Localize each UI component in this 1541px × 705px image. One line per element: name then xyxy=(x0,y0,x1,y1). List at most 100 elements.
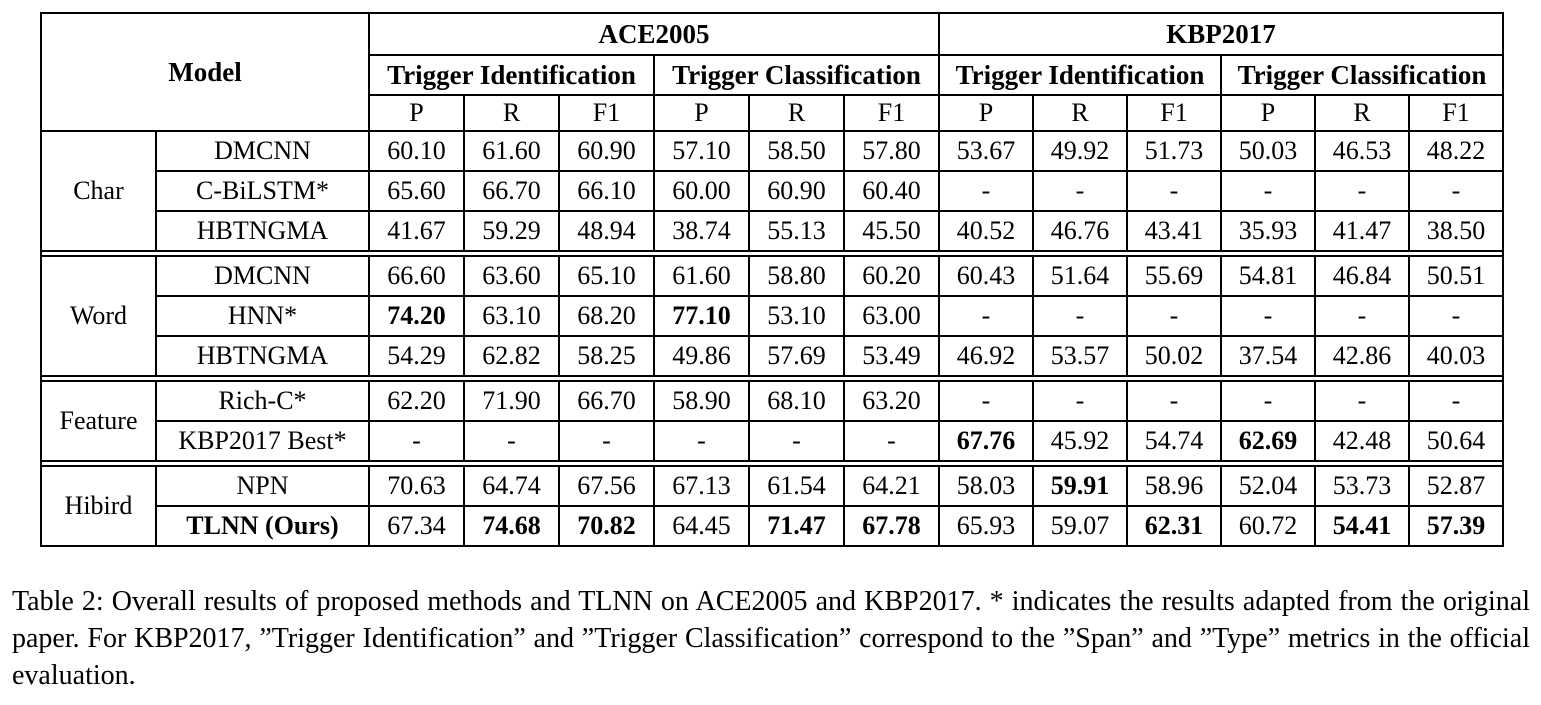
metric-header: R xyxy=(1314,94,1410,132)
metric-cell: 51.64 xyxy=(1032,255,1128,297)
table-row: Word DMCNN 66.60 63.60 65.10 61.60 58.80… xyxy=(40,255,1504,377)
metric-cell: 45.50 xyxy=(843,210,940,252)
table-row: Feature Rich-C* 62.20 71.90 66.70 58.90 … xyxy=(40,380,1504,462)
metric-cell: 52.04 xyxy=(1220,465,1316,507)
metric-cell: 60.72 xyxy=(1220,505,1316,547)
metric-cell: 61.60 xyxy=(463,130,560,172)
group-separator xyxy=(40,375,1504,382)
metric-cell: 48.94 xyxy=(558,210,655,252)
metric-cell: 54.41 xyxy=(1314,505,1410,547)
metric-cell: 64.21 xyxy=(843,465,940,507)
metric-cell: 68.10 xyxy=(748,380,845,422)
model-cell: HBTNGMA xyxy=(155,335,370,377)
model-cell: C-BiLSTM* xyxy=(155,170,370,212)
metric-cell: - xyxy=(463,420,560,462)
task-header: Trigger Classification xyxy=(653,54,940,96)
header-row-metrics: P R F1 P R F1 P R F1 P R F1 xyxy=(41,94,1504,132)
model-cell: NPN xyxy=(155,465,370,507)
metric-cell: 40.52 xyxy=(938,210,1034,252)
metric-cell: 42.48 xyxy=(1314,420,1410,462)
metric-cell: 63.20 xyxy=(843,380,940,422)
metric-cell: 52.87 xyxy=(1408,465,1504,507)
metric-cell: 66.10 xyxy=(558,170,655,212)
metric-cell: 70.63 xyxy=(368,465,465,507)
metric-cell: 62.69 xyxy=(1220,420,1316,462)
metric-header: P xyxy=(938,94,1034,132)
header-row-datasets: Model ACE2005 KBP2017 xyxy=(40,12,1504,132)
metric-cell: - xyxy=(1314,295,1410,337)
metric-cell: - xyxy=(1032,295,1128,337)
metric-cell: 62.20 xyxy=(368,380,465,422)
group-word: Word DMCNN 66.60 63.60 65.10 61.60 58.80… xyxy=(40,255,1504,382)
metric-cell: 59.29 xyxy=(463,210,560,252)
metric-cell: - xyxy=(1220,170,1316,212)
metric-cell: 67.78 xyxy=(843,505,940,547)
task-header: Trigger Identification xyxy=(938,54,1222,96)
metric-cell: 38.74 xyxy=(653,210,750,252)
table-row: Hibird NPN 70.63 64.74 67.56 67.13 61.54… xyxy=(40,465,1504,547)
metric-cell: 58.96 xyxy=(1126,465,1222,507)
metric-cell: 67.13 xyxy=(653,465,750,507)
metric-cell: 58.80 xyxy=(748,255,845,297)
metric-cell: 41.67 xyxy=(368,210,465,252)
metric-cell: 38.50 xyxy=(1408,210,1504,252)
metric-cell: 58.90 xyxy=(653,380,750,422)
metric-cell: - xyxy=(938,170,1034,212)
metric-cell: 63.00 xyxy=(843,295,940,337)
metric-cell: 58.25 xyxy=(558,335,655,377)
model-cell: HNN* xyxy=(155,295,370,337)
metric-cell: 42.86 xyxy=(1314,335,1410,377)
metric-cell: 74.68 xyxy=(463,505,560,547)
group-separator xyxy=(40,250,1504,257)
model-cell: Rich-C* xyxy=(155,380,370,422)
metric-cell: 53.73 xyxy=(1314,465,1410,507)
group-char: Char DMCNN 60.10 61.60 60.90 57.10 58.50… xyxy=(40,130,1504,257)
metric-cell: - xyxy=(558,420,655,462)
table-row: KBP2017 Best* - - - - - - 67.76 45.92 54… xyxy=(41,420,1504,462)
metric-cell: 61.54 xyxy=(748,465,845,507)
metric-cell: 50.64 xyxy=(1408,420,1504,462)
metric-cell: 66.70 xyxy=(558,380,655,422)
metric-cell: 63.60 xyxy=(463,255,560,297)
metric-cell: 55.69 xyxy=(1126,255,1222,297)
metric-header: R xyxy=(1032,94,1128,132)
metric-cell: - xyxy=(1032,380,1128,422)
metric-cell: 43.41 xyxy=(1126,210,1222,252)
metric-cell: 49.92 xyxy=(1032,130,1128,172)
metric-cell: - xyxy=(748,420,845,462)
model-cell: DMCNN xyxy=(155,130,370,172)
metric-cell: 46.92 xyxy=(938,335,1034,377)
metric-cell: 61.60 xyxy=(653,255,750,297)
metric-cell: - xyxy=(1032,170,1128,212)
header-row-tasks: Trigger Identification Trigger Classific… xyxy=(41,54,1504,96)
model-cell: DMCNN xyxy=(155,255,370,297)
metric-cell: - xyxy=(1126,295,1222,337)
metric-cell: 51.73 xyxy=(1126,130,1222,172)
metric-cell: - xyxy=(843,420,940,462)
metric-cell: 46.84 xyxy=(1314,255,1410,297)
metric-header: P xyxy=(653,94,750,132)
metric-header: F1 xyxy=(843,94,940,132)
metric-cell: - xyxy=(1408,295,1504,337)
metric-cell: 57.39 xyxy=(1408,505,1504,547)
metric-cell: 71.47 xyxy=(748,505,845,547)
group-label: Char xyxy=(40,130,157,252)
metric-cell: 70.82 xyxy=(558,505,655,547)
group-separator xyxy=(40,460,1504,467)
metric-cell: 41.47 xyxy=(1314,210,1410,252)
task-header: Trigger Identification xyxy=(368,54,655,96)
metric-cell: 53.57 xyxy=(1032,335,1128,377)
metric-cell: 55.13 xyxy=(748,210,845,252)
metric-cell: 68.20 xyxy=(558,295,655,337)
metric-cell: - xyxy=(368,420,465,462)
metric-cell: 54.29 xyxy=(368,335,465,377)
metric-cell: 58.50 xyxy=(748,130,845,172)
metric-cell: 67.76 xyxy=(938,420,1034,462)
metric-cell: 58.03 xyxy=(938,465,1034,507)
metric-cell: 71.90 xyxy=(463,380,560,422)
group-label: Word xyxy=(40,255,157,377)
dataset-header-kbp2017: KBP2017 xyxy=(938,12,1504,56)
group-feature: Feature Rich-C* 62.20 71.90 66.70 58.90 … xyxy=(40,380,1504,467)
metric-cell: 46.76 xyxy=(1032,210,1128,252)
